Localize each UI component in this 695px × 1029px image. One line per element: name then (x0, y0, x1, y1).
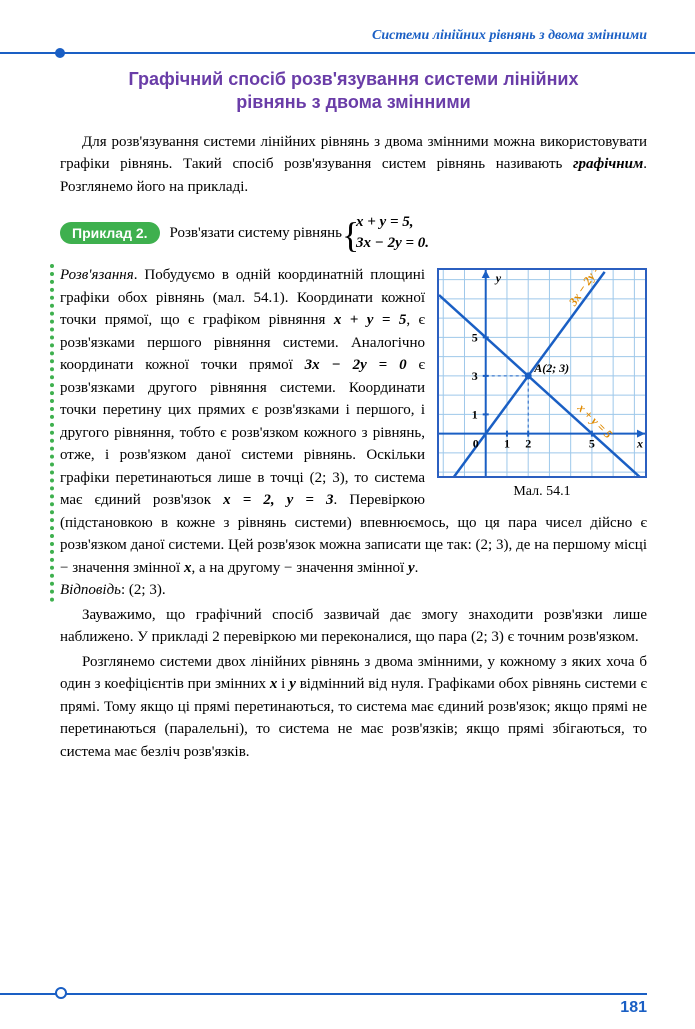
svg-text:1: 1 (472, 408, 478, 422)
footer-rule (0, 993, 647, 995)
note2-y: y (289, 676, 296, 692)
eq-2: 3x − 2y = 0. (356, 233, 429, 254)
solution-label: Розв'язання (60, 267, 134, 283)
sol-c: є розв'язками другого рівняння системи. … (60, 357, 425, 508)
sol-e: , а на другому − значення змінної (191, 560, 407, 576)
svg-text:0: 0 (473, 437, 479, 451)
answer-val: : (2; 3). (121, 582, 166, 598)
eq-1: x + y = 5, (356, 212, 429, 233)
graph-box: 0125135yxA(2; 3)3x − 2y = 0x + y = 5 (437, 268, 647, 478)
example-text: Розв'язати систему рівнянь (170, 225, 342, 241)
svg-text:3: 3 (472, 369, 478, 383)
solution-block: 0 1 2 5 1 3 5 y x A(2; 3) 3x − 2y = 0 x + y = 5 Мал… (50, 264, 647, 602)
title-line2: рівнянь з двома змінними (236, 92, 470, 112)
svg-text:y: y (494, 271, 502, 285)
note-2: Розглянемо системи двох лінійних рівнянь… (60, 651, 647, 764)
answer-line: Відповідь: (2; 3). (60, 579, 647, 602)
svg-text:1: 1 (504, 437, 510, 451)
page-number: 181 (620, 999, 647, 1017)
example-pill: Приклад 2. (60, 222, 160, 244)
example-prompt: Розв'язати систему рівнянь (170, 225, 342, 242)
footer-dot (55, 987, 67, 999)
svg-text:x: x (636, 437, 643, 451)
svg-text:5: 5 (589, 437, 595, 451)
graph-figure: 0125135yxA(2; 3)3x − 2y = 0x + y = 5 Мал… (437, 268, 647, 500)
graph-svg: 0125135yxA(2; 3)3x − 2y = 0x + y = 5 (439, 270, 645, 476)
header-dot (55, 48, 65, 58)
sol-eq1: x + y = 5 (334, 312, 407, 328)
title-line1: Графічний спосіб розв'язування системи л… (128, 69, 578, 89)
sol-vary: y (408, 560, 415, 576)
note2-b: і (277, 676, 289, 692)
svg-text:5: 5 (472, 331, 478, 345)
section-header: Системи лінійних рівнянь з двома змінним… (60, 28, 647, 44)
intro-emph: графічним (573, 156, 643, 172)
sol-eq2: 3x − 2y = 0 (305, 357, 407, 373)
note-1: Зауважимо, що графічний спосіб зазвичай … (60, 604, 647, 649)
header-rule (0, 52, 695, 54)
sol-eq3: x = 2, y = 3 (223, 492, 333, 508)
example-row: Приклад 2. Розв'язати систему рівнянь { … (60, 212, 647, 254)
intro-text: Для розв'язування системи лінійних рівня… (60, 134, 647, 173)
answer-label: Відповідь (60, 582, 121, 598)
svg-text:A(2; 3): A(2; 3) (533, 361, 569, 375)
brace-icon: { (342, 210, 359, 260)
graph-caption: Мал. 54.1 (437, 484, 647, 500)
subsection-title: Графічний спосіб розв'язування системи л… (60, 68, 647, 115)
intro-paragraph: Для розв'язування системи лінійних рівня… (60, 131, 647, 199)
svg-text:2: 2 (525, 437, 531, 451)
sol-f: . (415, 560, 419, 576)
equation-system: { x + y = 5, 3x − 2y = 0. (342, 212, 429, 254)
